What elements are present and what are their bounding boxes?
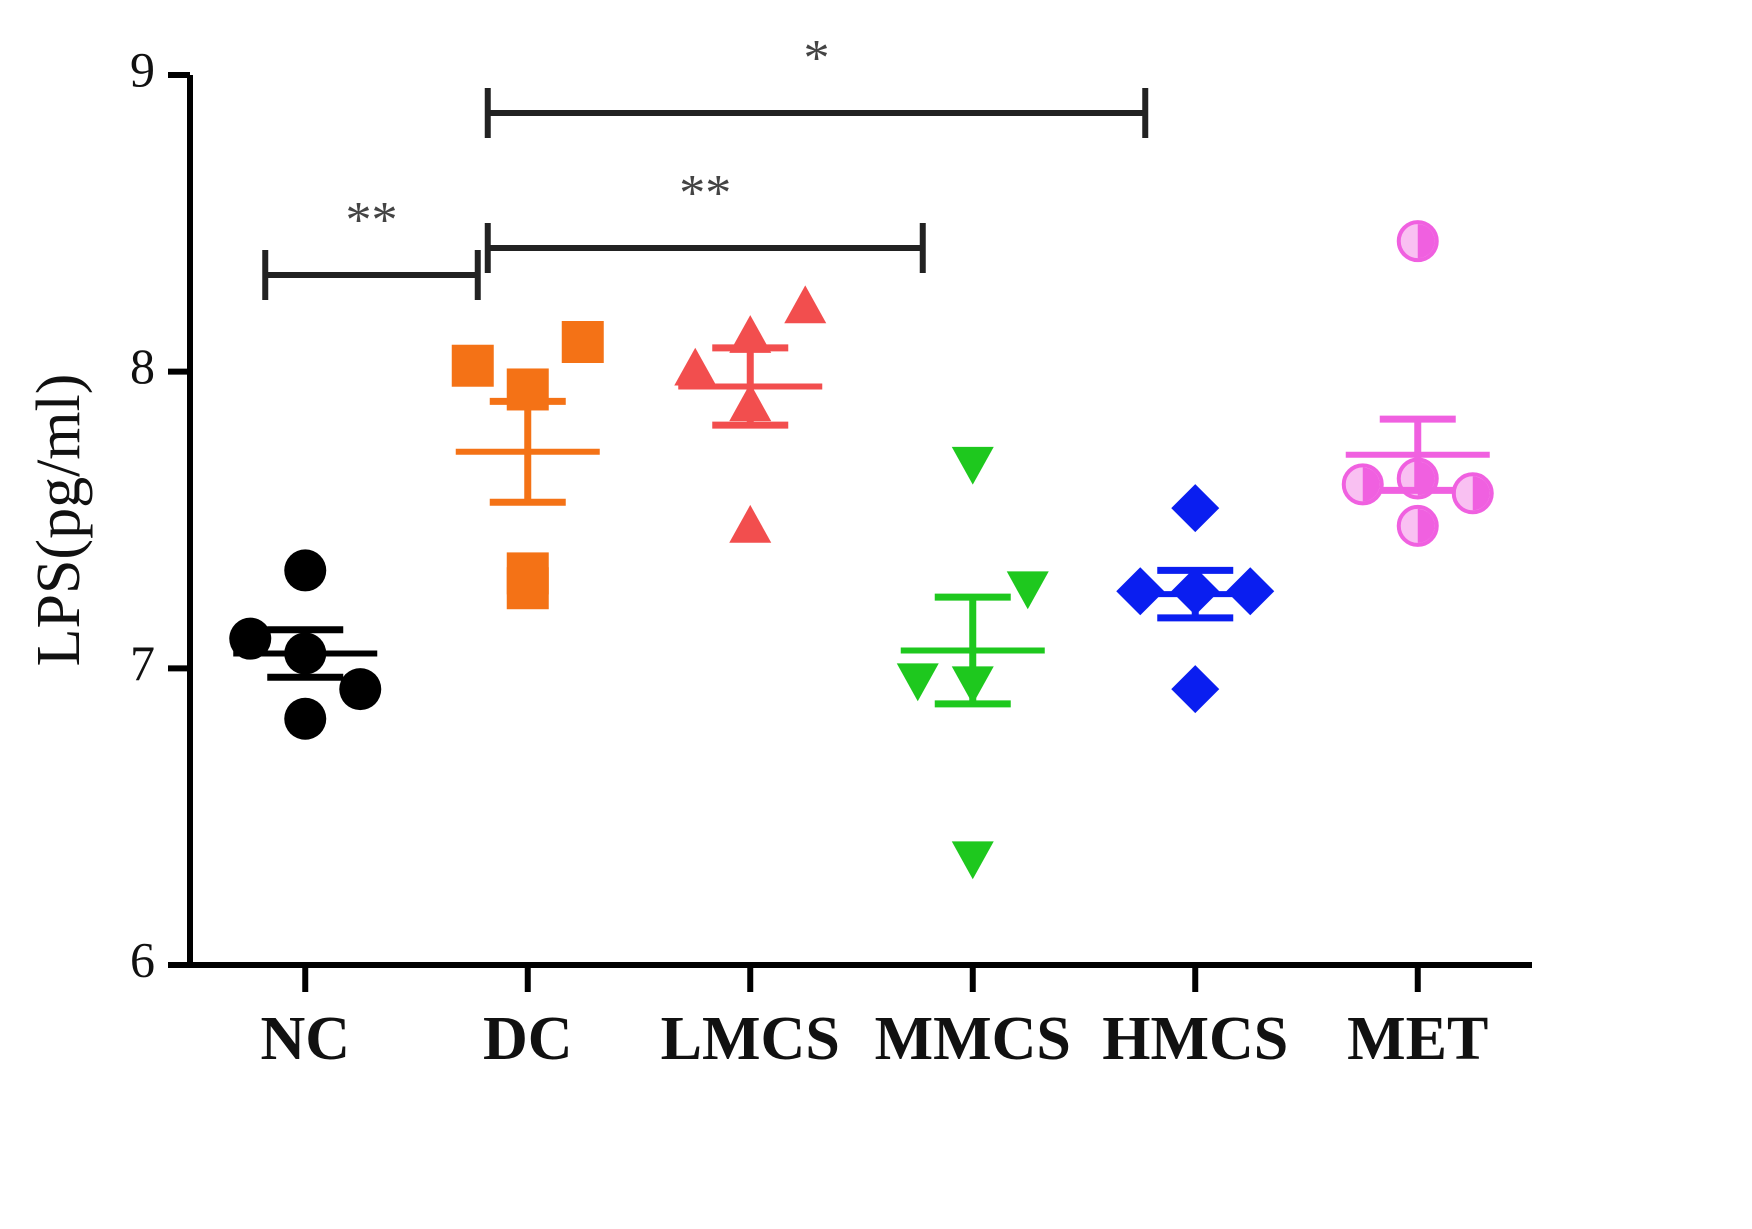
point [1171,665,1220,714]
x-tick-label: HMCS [1102,1005,1288,1073]
point-half [1417,224,1435,259]
point [674,347,717,386]
y-tick-label: 7 [130,635,155,691]
point [896,663,939,702]
point [951,841,994,880]
point [506,552,549,595]
point-half [1472,476,1490,511]
point-half [1362,467,1380,502]
point [729,504,772,543]
point [951,446,994,485]
point [451,344,494,387]
point [784,285,827,324]
x-tick-label: DC [483,1005,573,1073]
point [1006,571,1049,610]
y-tick-label: 6 [130,931,155,987]
x-tick-label: MET [1347,1005,1488,1073]
point [729,315,772,353]
point [339,668,382,711]
y-axis-title: LPS(pg/ml) [25,374,93,667]
x-tick-label: LMCS [661,1005,840,1073]
y-tick-label: 9 [130,41,155,97]
significance: ** [679,165,731,222]
x-tick-label: MMCS [875,1005,1071,1073]
y-tick-label: 8 [130,338,155,394]
significance: * [804,30,830,87]
significance: ** [346,192,398,249]
point-half [1417,508,1435,543]
point [561,321,604,363]
point [284,697,327,740]
x-tick-label: NC [260,1005,350,1073]
point [229,617,272,660]
point [284,549,327,592]
point [1171,484,1220,533]
